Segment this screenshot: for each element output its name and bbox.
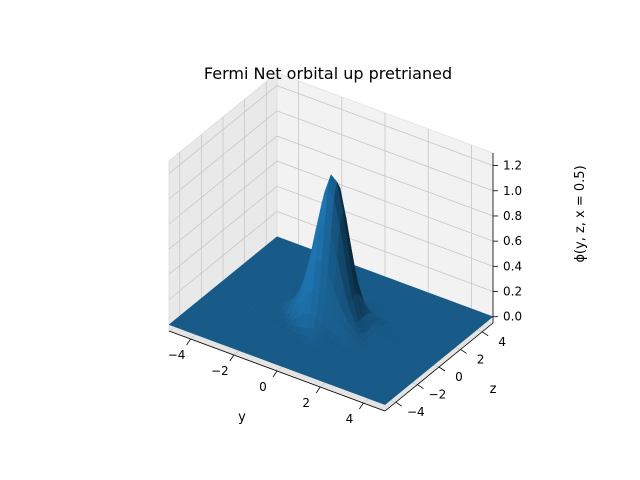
y-tick-label: 0 [455, 370, 463, 384]
y-tick-label: 4 [498, 335, 506, 349]
surface-mesh [168, 174, 494, 405]
y-tick [481, 331, 489, 337]
x-tick [229, 354, 235, 362]
z-axis-label: ϕ(y, z, x = 0.5) [573, 165, 588, 262]
y-tick-label: −2 [429, 388, 447, 402]
x-tick-label: 2 [302, 396, 310, 410]
y-axis-label: z [490, 382, 497, 397]
z-tick-label: 0.2 [503, 285, 522, 299]
z-tick-label: 1.2 [503, 159, 522, 173]
y-tick-label: −4 [407, 405, 425, 419]
y-tick [460, 349, 467, 354]
z-tick-label: 0.8 [503, 209, 522, 223]
gridline-z [168, 211, 494, 300]
y-tick-label: 2 [477, 352, 485, 366]
z-tick-label: 1.0 [503, 184, 522, 198]
gridline-z [168, 110, 494, 200]
x-tick [359, 402, 364, 410]
x-tick [186, 338, 191, 346]
x-tick [272, 370, 278, 378]
chart-title: Fermi Net orbital up pretrianed [204, 64, 452, 83]
z-tick-label: 0.0 [503, 310, 522, 324]
z-tick-label: 0.4 [503, 259, 522, 273]
x-tick-label: −2 [211, 364, 229, 378]
x-tick-label: −4 [168, 348, 186, 362]
gridline-z [168, 185, 494, 275]
gridline-z [168, 85, 494, 174]
y-tick [438, 366, 446, 372]
gridline-z [168, 160, 494, 250]
z-tick-label: 0.6 [503, 234, 522, 248]
x-axis-label: y [238, 410, 246, 425]
x-tick-label: 0 [259, 380, 267, 394]
y-tick [417, 384, 424, 389]
x-tick-label: 4 [346, 412, 354, 426]
y-tick [395, 401, 403, 407]
surface-face [378, 399, 389, 405]
gridline-z [168, 135, 494, 225]
x-tick [315, 386, 321, 394]
